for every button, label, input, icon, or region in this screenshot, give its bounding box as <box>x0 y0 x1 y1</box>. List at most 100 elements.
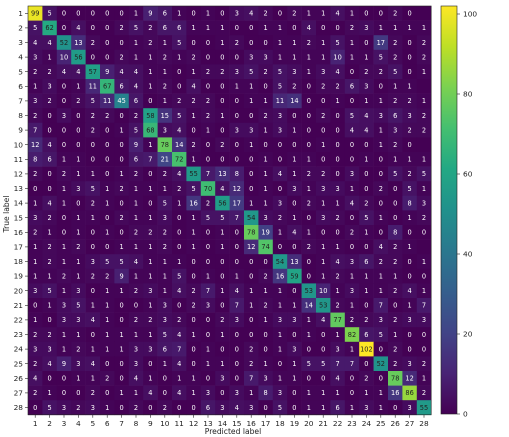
heatmap-cell <box>157 341 173 357</box>
heatmap-cell <box>71 64 86 80</box>
cell-value-label: 8 <box>33 156 37 164</box>
cell-value-label: 0 <box>278 185 282 193</box>
heatmap-cell <box>330 210 346 226</box>
heatmap-cell <box>143 152 158 167</box>
cell-value-label: 1 <box>148 243 152 251</box>
cell-value-label: 2 <box>220 141 224 149</box>
heatmap-cell <box>56 210 72 226</box>
x-tick-label: 22 <box>333 419 342 428</box>
heatmap-cell <box>272 93 288 109</box>
heatmap-cell <box>388 400 403 416</box>
heatmap-cell <box>388 122 403 138</box>
heatmap-cell <box>316 20 331 36</box>
cell-value-label: 13 <box>74 39 82 47</box>
cell-value-label: 0 <box>350 97 354 105</box>
heatmap-cell <box>186 108 202 124</box>
heatmap-cell <box>258 108 274 124</box>
heatmap-cell <box>56 152 72 167</box>
cell-value-label: 2 <box>33 360 37 368</box>
cell-value-label: 3 <box>292 185 296 193</box>
cell-value-label: 9 <box>105 68 109 76</box>
cell-value-label: 0 <box>191 316 195 324</box>
heatmap-cell <box>85 108 101 124</box>
y-tick-label: 17 <box>14 243 24 252</box>
y-tick-label: 26 <box>14 374 24 383</box>
cell-value-label: 1 <box>407 83 411 91</box>
cell-value-label: 3 <box>163 214 167 222</box>
heatmap-cell <box>373 254 389 270</box>
heatmap-cell <box>359 298 374 313</box>
cell-value-label: 1 <box>148 214 152 222</box>
cell-value-label: 3 <box>364 24 368 32</box>
heatmap-cell <box>359 6 374 21</box>
cell-value-label: 0 <box>350 243 354 251</box>
heatmap-cell <box>28 49 43 65</box>
cell-value-label: 52 <box>377 360 385 368</box>
heatmap-cell <box>28 166 43 182</box>
heatmap-cell <box>85 283 101 299</box>
cell-value-label: 1 <box>263 360 267 368</box>
cell-value-label: 0 <box>292 243 296 251</box>
cell-value-label: 1 <box>47 53 51 61</box>
cell-value-label: 1 <box>407 214 411 222</box>
cell-value-label: 1 <box>220 360 224 368</box>
heatmap-cell <box>373 371 389 386</box>
cell-value-label: 1 <box>321 39 325 47</box>
heatmap-cell <box>272 225 288 240</box>
heatmap-cell <box>128 122 144 138</box>
y-tick-label: 13 <box>14 184 24 193</box>
heatmap-cell <box>42 254 58 270</box>
heatmap-cell <box>215 166 230 182</box>
cell-value-label: 2 <box>321 112 325 120</box>
heatmap-cell <box>344 181 360 197</box>
cell-value-label: 3 <box>278 112 282 120</box>
heatmap-cell <box>388 35 403 51</box>
heatmap-cell <box>301 400 317 416</box>
cell-value-label: 2 <box>206 97 210 105</box>
cell-value-label: 3 <box>76 287 80 295</box>
cell-value-label: 53 <box>319 302 327 310</box>
x-tick-label: 9 <box>148 419 153 428</box>
heatmap-cell <box>42 6 58 21</box>
heatmap-cell <box>272 122 288 138</box>
cell-value-label: 1 <box>33 316 37 324</box>
heatmap-cell <box>143 181 158 197</box>
heatmap-cell <box>157 239 173 255</box>
cell-value-label: 2 <box>47 331 51 339</box>
heatmap-cell <box>301 225 317 240</box>
heatmap-cell <box>244 195 259 211</box>
cell-value-label: 0 <box>119 39 123 47</box>
cell-value-label: 0 <box>91 24 95 32</box>
cell-value-label: 1 <box>407 243 411 251</box>
heatmap-cell <box>359 35 374 51</box>
cell-value-label: 1 <box>76 375 80 383</box>
heatmap-cell <box>229 239 245 255</box>
cell-value-label: 1 <box>278 229 282 237</box>
heatmap-cell <box>215 239 230 255</box>
y-tick-label: 8 <box>18 111 23 120</box>
heatmap-cell <box>287 298 302 313</box>
cell-value-label: 1 <box>249 141 253 149</box>
cell-value-label: 3 <box>364 404 368 412</box>
heatmap-cell <box>229 371 245 386</box>
cell-value-label: 2 <box>177 97 181 105</box>
cell-value-label: 2 <box>364 68 368 76</box>
x-tick-label: 6 <box>105 419 110 428</box>
heatmap-cell <box>172 371 187 386</box>
cell-value-label: 0 <box>105 360 109 368</box>
cell-value-label: 1 <box>134 214 138 222</box>
cell-value-label: 3 <box>321 68 325 76</box>
heatmap-cell <box>157 356 173 372</box>
cell-value-label: 3 <box>249 404 253 412</box>
heatmap-cell <box>85 6 101 21</box>
cell-value-label: 0 <box>249 170 253 178</box>
heatmap-cell <box>56 400 72 416</box>
cell-value-label: 1 <box>292 214 296 222</box>
cell-value-label: 1 <box>191 214 195 222</box>
cell-value-label: 5 <box>119 258 123 266</box>
heatmap-cell <box>402 79 418 94</box>
cell-value-label: 1 <box>263 199 267 207</box>
heatmap-cell <box>316 400 331 416</box>
cell-value-label: 0 <box>263 345 267 353</box>
heatmap-cell <box>215 6 230 21</box>
